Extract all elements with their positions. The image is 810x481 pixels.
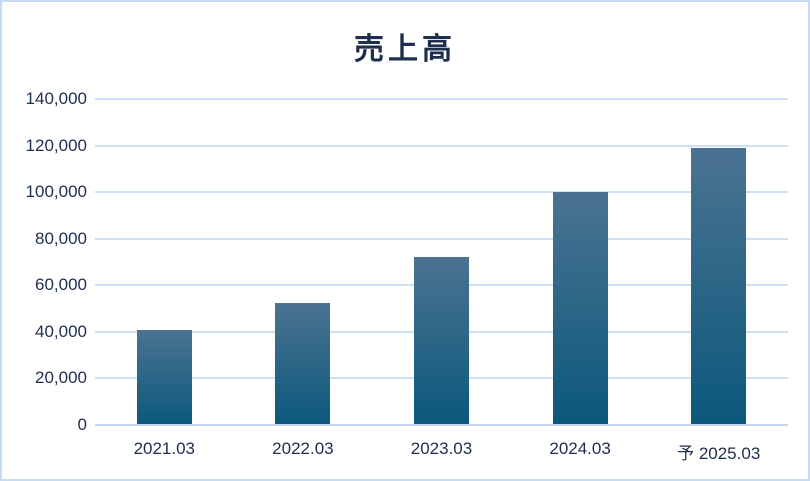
gridline-120,000 xyxy=(95,144,788,147)
x-tick-label-2022.03: 2022.03 xyxy=(272,439,334,458)
y-tick-label-100,000: 100,000 xyxy=(25,182,87,202)
x-tick-label-予 2025.03: 予 2025.03 xyxy=(677,444,761,463)
y-tick-label-120,000: 120,000 xyxy=(25,135,87,155)
bar-2023.03 xyxy=(414,257,469,425)
bar-予 2025.03 xyxy=(691,147,747,425)
y-tick-label-60,000: 60,000 xyxy=(35,275,87,295)
x-tick-label-2021.03: 2021.03 xyxy=(133,439,196,458)
y-tick-label-20,000: 20,000 xyxy=(35,368,87,388)
bar-2022.03 xyxy=(275,302,331,425)
y-tick-label-140,000: 140,000 xyxy=(25,89,87,108)
x-tick-label-2023.03: 2023.03 xyxy=(410,439,473,458)
bar-2024.03 xyxy=(552,192,608,425)
gridline-140,000 xyxy=(95,98,788,100)
gridline-80,000 xyxy=(95,237,788,240)
y-tick-label-40,000: 40,000 xyxy=(35,321,87,341)
x-axis-line xyxy=(95,424,788,426)
y-tick-label-0: 0 xyxy=(77,415,87,434)
plot-area xyxy=(95,98,788,426)
gridline-100,000 xyxy=(95,191,788,194)
x-tick-label-2024.03: 2024.03 xyxy=(549,439,611,458)
bar-2021.03 xyxy=(136,329,192,425)
y-tick-label-80,000: 80,000 xyxy=(35,228,87,248)
chart-title: 売上高 xyxy=(354,33,456,66)
